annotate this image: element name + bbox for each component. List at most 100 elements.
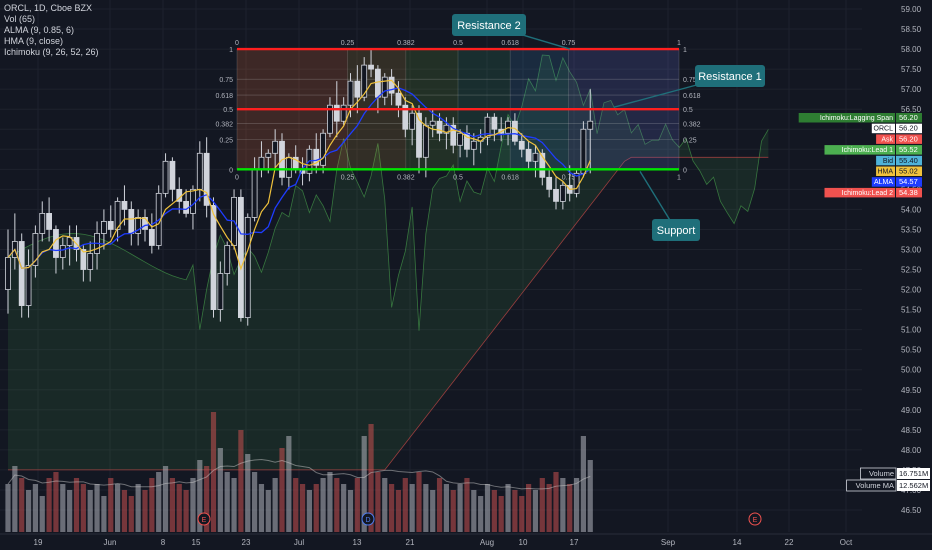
volume-bar bbox=[162, 466, 169, 532]
volume-bar bbox=[53, 472, 59, 532]
hma-line bbox=[7, 79, 591, 271]
candle-body bbox=[374, 68, 381, 98]
price-axis[interactable]: 59.0058.5058.0057.5057.0056.5056.0055.50… bbox=[862, 0, 932, 550]
tag-name-bg bbox=[860, 467, 897, 480]
volume-bar bbox=[430, 490, 436, 532]
candle bbox=[388, 69, 395, 106]
candle bbox=[39, 201, 46, 242]
tag-value: 56.20 bbox=[899, 113, 918, 122]
time-tick-label: Sep bbox=[661, 538, 676, 547]
indicator-legend[interactable]: ORCL, 1D, Cboe BZX Vol (65) ALMA (9, 0.8… bbox=[4, 3, 99, 58]
callout-box bbox=[695, 65, 765, 87]
fib-h-label-left: 0.75 bbox=[219, 77, 233, 84]
callouts[interactable]: Resistance 2 Resistance 1 Support bbox=[452, 14, 765, 241]
candle-body bbox=[210, 204, 217, 310]
legend-volume[interactable]: Vol (65) bbox=[4, 14, 36, 24]
tag-name-bg bbox=[798, 113, 895, 123]
volume-bar bbox=[25, 490, 32, 532]
volume-bar bbox=[498, 496, 504, 532]
candle-body bbox=[5, 257, 11, 290]
levels[interactable] bbox=[237, 47, 679, 171]
tag-name: Ichimoku:Lagging Span bbox=[820, 115, 893, 122]
candle bbox=[320, 129, 327, 174]
event-marker: D bbox=[361, 512, 375, 526]
price-tick-label: 49.00 bbox=[901, 406, 922, 415]
volume-bar bbox=[169, 478, 175, 532]
candle-body bbox=[381, 76, 388, 98]
time-tick-label: 19 bbox=[34, 538, 43, 547]
volume-bar bbox=[12, 466, 18, 532]
price-tick-label: 57.50 bbox=[901, 65, 922, 74]
volume-bar bbox=[402, 478, 408, 532]
fib-h-label-left: 0.618 bbox=[215, 93, 233, 100]
price-tick-label: 58.50 bbox=[901, 25, 922, 34]
price-tag-ask: Ask 56.20 bbox=[876, 134, 922, 144]
price-tick-label: 57.00 bbox=[901, 85, 922, 94]
tag-value-bg bbox=[896, 166, 922, 176]
time-tick-label: 14 bbox=[733, 538, 742, 547]
candle-body bbox=[532, 152, 539, 162]
candle bbox=[518, 133, 525, 158]
volume-bar bbox=[526, 484, 532, 532]
candle-body bbox=[347, 80, 354, 106]
volume-bar bbox=[204, 466, 210, 532]
candle bbox=[32, 225, 39, 278]
volume-bar bbox=[416, 472, 422, 532]
volume-bar bbox=[149, 478, 155, 532]
candle-body bbox=[114, 200, 121, 230]
volume-bar bbox=[491, 490, 497, 532]
volume-bar bbox=[286, 436, 292, 532]
volume-bar bbox=[46, 478, 52, 532]
callout-support: Support bbox=[639, 170, 700, 241]
legend-hma[interactable]: HMA (9, close) bbox=[4, 36, 64, 46]
volume-bar bbox=[210, 412, 217, 532]
fib-h-label-left: 1 bbox=[229, 47, 233, 54]
volume-bar bbox=[443, 484, 449, 532]
price-tick-label: 52.50 bbox=[901, 266, 922, 275]
candle bbox=[210, 197, 217, 318]
tag-value-bg bbox=[896, 113, 922, 123]
fib-v-label-bottom: 0 bbox=[235, 174, 239, 181]
legend-symbol[interactable]: ORCL, 1D, Cboe BZX bbox=[4, 3, 93, 13]
volume-bar bbox=[231, 478, 237, 532]
volume-bar bbox=[382, 478, 388, 532]
candle bbox=[457, 129, 464, 158]
volume-bar bbox=[265, 490, 271, 532]
candle bbox=[368, 49, 374, 78]
candle-body bbox=[142, 217, 148, 230]
candle-body bbox=[340, 104, 347, 122]
candle-body bbox=[402, 104, 409, 130]
candle bbox=[190, 185, 196, 230]
time-tick-label: 8 bbox=[161, 538, 166, 547]
candle-body bbox=[587, 120, 594, 130]
volume-bar bbox=[238, 430, 244, 532]
tag-name: Ichimoku:Lead 1 bbox=[842, 147, 893, 154]
event-marker-label: E bbox=[753, 517, 758, 524]
volume-bar bbox=[389, 484, 395, 532]
time-tick-label: 21 bbox=[406, 538, 415, 547]
event-marker-label: E bbox=[202, 517, 207, 524]
candle-body bbox=[327, 104, 333, 134]
fib-h-label-right: 0.25 bbox=[683, 137, 697, 144]
volume-bar bbox=[580, 436, 586, 532]
candle-body bbox=[313, 148, 320, 166]
callout-label: Resistance 1 bbox=[698, 71, 762, 83]
event-marker-circle bbox=[361, 512, 375, 526]
price-tag-orcl: ORCL 56.20 bbox=[871, 123, 922, 134]
candle-body bbox=[422, 124, 429, 158]
legend-ichimoku[interactable]: Ichimoku (9, 26, 52, 26) bbox=[4, 47, 99, 57]
candle bbox=[416, 105, 422, 174]
tag-name: HMA bbox=[877, 169, 893, 176]
volume-bar bbox=[354, 478, 360, 532]
callout-resistance-1: Resistance 1 bbox=[613, 65, 765, 108]
volume-bar bbox=[197, 460, 203, 532]
candle bbox=[272, 129, 279, 170]
candle-body bbox=[518, 140, 525, 150]
legend-alma[interactable]: ALMA (9, 0.85, 6) bbox=[4, 25, 75, 35]
candle bbox=[340, 97, 347, 126]
fib-v-label-top: 0.25 bbox=[341, 40, 355, 47]
tag-value: 55.40 bbox=[899, 156, 918, 165]
time-axis[interactable]: 19 Jun 8 15 23 Jul 13 21 Aug 10 17 Sep 14 22 Oct bbox=[0, 533, 932, 547]
